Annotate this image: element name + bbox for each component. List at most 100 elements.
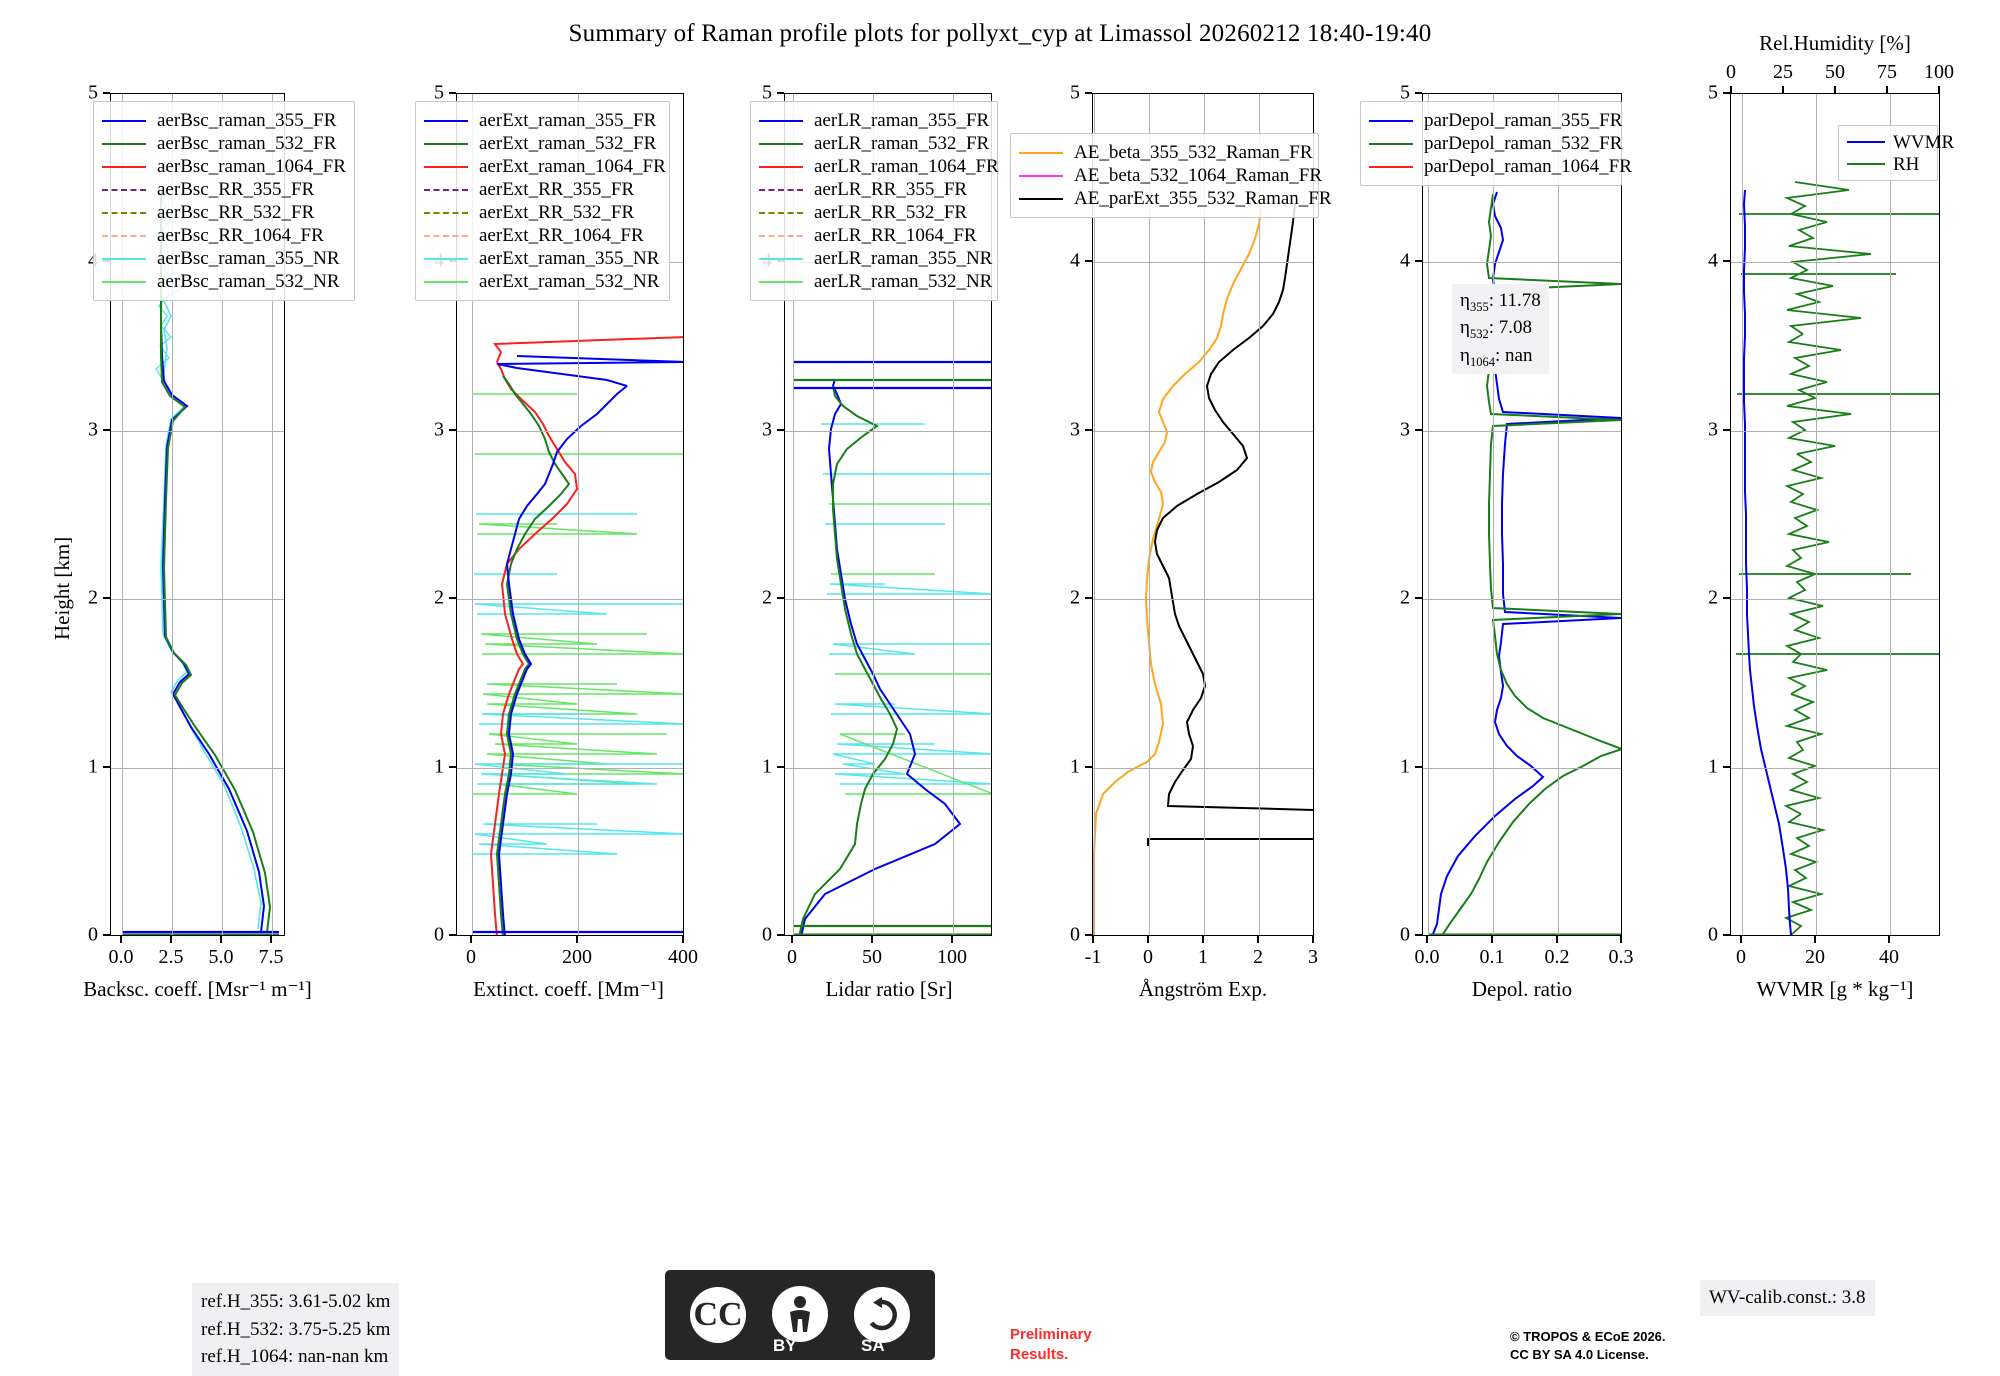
xtick-extinction (576, 936, 578, 943)
legend-label: AE_beta_532_1064_Raman_FR (1074, 165, 1323, 186)
legend-label: aerExt_raman_532_NR (479, 271, 660, 292)
legend-item[interactable]: aerBsc_raman_1064_FR (102, 155, 346, 178)
legend-item[interactable]: aerExt_RR_355_FR (424, 178, 660, 201)
legend-item[interactable]: AE_beta_532_1064_Raman_FR (1019, 164, 1322, 187)
legend-item[interactable]: aerBsc_raman_532_FR (102, 132, 345, 155)
xtick-label: 1 (1198, 946, 1208, 968)
rh-xtick-label: 0 (1726, 61, 1736, 83)
legend-item[interactable]: WVMR (1847, 131, 1954, 153)
ytick-label: 0 (1708, 923, 1718, 946)
plot-area-depolarization (1422, 93, 1622, 936)
legend-item[interactable]: aerBsc_RR_532_FR (102, 201, 345, 224)
legend-swatch (759, 257, 803, 260)
ytick-label: 0 (88, 923, 98, 946)
ytick-label: 5 (1070, 81, 1080, 104)
xtick-angstrom (1092, 936, 1094, 943)
legend-swatch (102, 142, 146, 145)
x-axis-title-lidar-ratio: Lidar ratio [Sr] (825, 977, 953, 1001)
legend-label: aerExt_RR_532_FR (479, 202, 635, 223)
ytick-backscatter (103, 597, 110, 599)
xtick-depolarization (1426, 936, 1428, 943)
legend-swatch (102, 188, 146, 191)
legend-item[interactable]: aerExt_raman_1064_FR (424, 155, 666, 178)
legend-label: aerLR_raman_355_NR (814, 248, 993, 269)
legend-angstrom[interactable]: AE_beta_355_532_Raman_FR AE_beta_532_106… (1010, 133, 1332, 218)
legend-item[interactable]: RH (1847, 153, 1929, 175)
legend-label: aerLR_RR_355_FR (814, 179, 968, 200)
legend-item[interactable]: aerExt_raman_532_FR (424, 132, 660, 155)
xtick-label: 0.2 (1544, 946, 1570, 968)
legend-item[interactable]: parDepol_raman_355_FR (1369, 109, 1622, 132)
legend-swatch (1369, 119, 1413, 122)
legend-item[interactable]: aerBsc_RR_355_FR (102, 178, 345, 201)
legend-item[interactable]: aerExt_raman_355_NR (424, 247, 660, 270)
preliminary-line2: Results. (1010, 1346, 1069, 1364)
legend-label: aerLR_RR_1064_FR (814, 225, 977, 246)
ytick-label: 3 (762, 418, 772, 441)
legend-swatch (102, 234, 146, 237)
legend-swatch (424, 257, 468, 260)
xtick-lidar-ratio (951, 936, 953, 943)
legend-item[interactable]: aerExt_RR_532_FR (424, 201, 660, 224)
legend-item[interactable]: aerExt_raman_355_FR (424, 109, 660, 132)
legend-item[interactable]: aerBsc_raman_532_NR (102, 270, 345, 293)
legend-item[interactable]: aerLR_RR_532_FR (759, 201, 988, 224)
legend-label: aerLR_raman_532_NR (814, 271, 993, 292)
legend-swatch (424, 165, 468, 168)
eta-1064-line: η1064: nan (1460, 344, 1533, 369)
legend-item[interactable]: aerLR_RR_355_FR (759, 178, 988, 201)
legend-swatch (759, 119, 803, 122)
legend-item[interactable]: aerLR_raman_355_FR (759, 109, 989, 132)
legend-item[interactable]: parDepol_raman_532_FR (1369, 132, 1622, 155)
sa-label: SA (861, 1336, 885, 1355)
ytick-wvmr-rh (1723, 766, 1730, 768)
ytick-label: 5 (88, 81, 98, 104)
xtick-angstrom (1147, 936, 1149, 943)
legend-extinction[interactable]: aerExt_raman_355_FR aerExt_raman_532_FR … (415, 101, 670, 301)
copyright-line2: CC BY SA 4.0 License. (1510, 1346, 1649, 1362)
plot-area-angstrom (1092, 93, 1314, 936)
legend-item[interactable]: aerLR_RR_1064_FR (759, 224, 988, 247)
xtick-label: 0 (1736, 946, 1746, 968)
lidar-ratio-curves (793, 360, 991, 935)
ytick-lidar-ratio (777, 934, 784, 936)
legend-label: aerExt_RR_355_FR (479, 179, 635, 200)
legend-item[interactable]: aerLR_raman_355_NR (759, 247, 992, 270)
panel-wvmr-rh: 0 1 2 3 4 5 0 20 40 WVMR [g * kg⁻¹] 0 25… (1708, 31, 1954, 1001)
legend-backscatter[interactable]: aerBsc_raman_355_FR aerBsc_raman_532_FR … (93, 101, 355, 301)
ytick-angstrom (1085, 597, 1092, 599)
legend-item[interactable]: AE_parExt_355_532_Raman_FR (1019, 187, 1332, 210)
legend-wvmr-rh[interactable]: WVMR RH (1838, 125, 1954, 181)
legend-label: WVMR (1893, 131, 1955, 153)
ytick-label: 4 (1708, 249, 1718, 272)
ytick-label: 5 (1708, 81, 1718, 104)
cc-license-badge[interactable]: CC BY SA (665, 1270, 935, 1360)
legend-item[interactable]: aerLR_raman_532_NR (759, 270, 992, 293)
x-axis-title-wvmr: WVMR [g * kg⁻¹] (1756, 977, 1914, 1001)
legend-label: parDepol_raman_1064_FR (1424, 156, 1632, 177)
legend-item[interactable]: aerExt_raman_532_NR (424, 270, 660, 293)
legend-label: aerBsc_raman_532_FR (157, 133, 337, 154)
xtick-lidar-ratio (791, 936, 793, 943)
legend-item[interactable]: AE_beta_355_532_Raman_FR (1019, 141, 1313, 164)
legend-item[interactable]: parDepol_raman_1064_FR (1369, 155, 1632, 178)
legend-item[interactable]: aerBsc_RR_1064_FR (102, 224, 345, 247)
ytick-label: 0 (1070, 923, 1080, 946)
legend-depolarization[interactable]: parDepol_raman_355_FR parDepol_raman_532… (1360, 101, 1632, 186)
legend-item[interactable]: aerLR_raman_532_FR (759, 132, 990, 155)
ytick-label: 1 (762, 755, 772, 778)
legend-lidar-ratio[interactable]: aerLR_raman_355_FR aerLR_raman_532_FR ae… (750, 101, 999, 301)
legend-item[interactable]: aerExt_RR_1064_FR (424, 224, 660, 247)
by-person-icon (772, 1286, 828, 1342)
xtick-backscatter (170, 936, 172, 943)
legend-label: aerLR_raman_532_FR (814, 133, 990, 154)
xtick-rh (1938, 86, 1940, 93)
legend-label: aerLR_RR_532_FR (814, 202, 968, 223)
legend-swatch (424, 234, 468, 237)
xtick-label: 400 (668, 946, 698, 968)
legend-item[interactable]: aerBsc_raman_355_FR (102, 109, 345, 132)
legend-item[interactable]: aerLR_raman_1064_FR (759, 155, 999, 178)
legend-item[interactable]: aerBsc_raman_355_NR (102, 247, 345, 270)
legend-swatch (759, 280, 803, 283)
